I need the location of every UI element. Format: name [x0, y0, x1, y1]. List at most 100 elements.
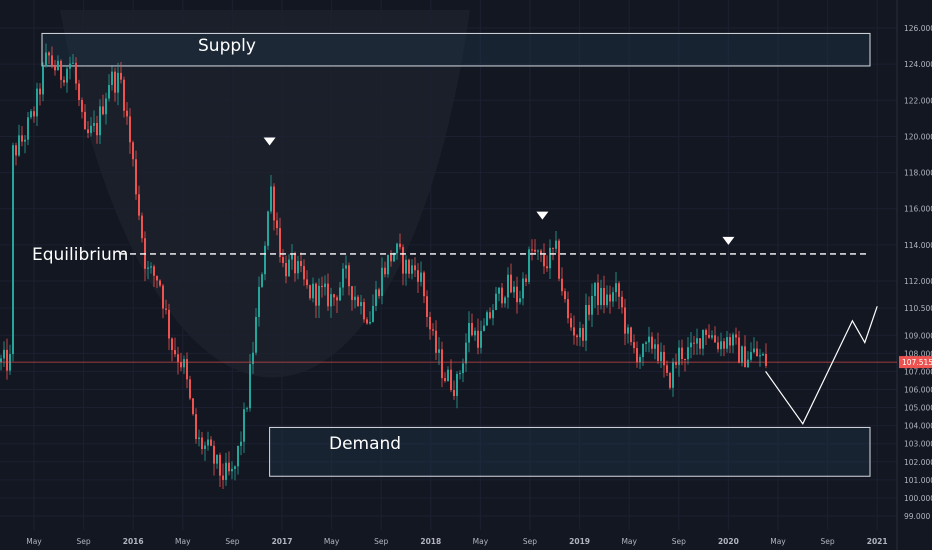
- time-tick-label: Sep: [821, 537, 835, 546]
- candle-body: [672, 361, 674, 388]
- candle-body: [486, 312, 488, 326]
- candle-body: [708, 334, 710, 338]
- candle-body: [21, 135, 23, 142]
- candle-body: [411, 265, 413, 274]
- candle-body: [264, 245, 266, 275]
- current-price-label: 107.515: [902, 358, 932, 367]
- candle-body: [291, 254, 293, 260]
- candle-body: [717, 342, 719, 350]
- candle-body: [384, 267, 386, 275]
- candle-body: [477, 330, 479, 348]
- price-tick-label: 99.000: [904, 512, 930, 521]
- candle-body: [39, 88, 41, 95]
- candle-body: [240, 441, 242, 446]
- projection-path: [765, 306, 878, 425]
- candle-body: [696, 338, 698, 344]
- candle-body: [195, 414, 197, 440]
- candle-body: [138, 194, 140, 216]
- candle-body: [504, 297, 506, 304]
- candle-body: [45, 52, 47, 67]
- candle-body: [501, 287, 503, 304]
- price-tick-label: 104.000: [904, 422, 932, 431]
- candle-body: [576, 335, 578, 338]
- candle-body: [594, 282, 596, 297]
- candle-body: [381, 267, 383, 296]
- candle-body: [699, 338, 701, 349]
- candle-body: [84, 111, 86, 130]
- candle-body: [204, 445, 206, 450]
- time-tick-label: Sep: [77, 537, 91, 546]
- candle-body: [684, 359, 686, 361]
- price-tick-label: 100.000: [904, 494, 932, 503]
- price-tick-label: 122.000: [904, 96, 932, 105]
- candle-body: [729, 337, 731, 346]
- candle-body: [339, 287, 341, 301]
- candle-body: [27, 117, 29, 140]
- candle-body: [405, 259, 407, 274]
- candles: [0, 43, 767, 489]
- current-price-badge: [899, 356, 932, 369]
- time-tick-label: 2016: [123, 537, 144, 546]
- candle-body: [480, 330, 482, 348]
- candle-body: [711, 335, 713, 338]
- candle-body: [618, 283, 620, 297]
- price-tick-label: 110.500: [904, 304, 932, 313]
- time-tick-label: 2020: [718, 537, 739, 546]
- candle-body: [237, 445, 239, 467]
- candle-body: [690, 342, 692, 348]
- candle-body: [36, 88, 38, 117]
- candle-body: [372, 305, 374, 322]
- candle-body: [720, 341, 722, 350]
- candle-body: [429, 316, 431, 330]
- candle-body: [510, 274, 512, 293]
- time-tick-label: Sep: [374, 537, 388, 546]
- candle-body: [129, 116, 131, 143]
- candle-body: [69, 63, 71, 69]
- candle-body: [150, 266, 152, 268]
- price-tick-label: 112.000: [904, 277, 932, 286]
- candle-body: [525, 278, 527, 282]
- candle-body: [231, 468, 233, 472]
- candle-body: [51, 55, 53, 66]
- price-axis[interactable]: 126.000 124.000 122.000 120.000 118.000 116.0…: [899, 24, 932, 521]
- candle-body: [537, 250, 539, 252]
- candle-body: [438, 349, 440, 353]
- price-tick-label: 107.000: [904, 367, 932, 376]
- candle-body: [390, 254, 392, 262]
- candle-body: [72, 62, 74, 64]
- candle-body: [732, 334, 734, 346]
- equilibrium-label: Equilibrium: [32, 245, 128, 265]
- candle-body: [723, 341, 725, 349]
- candle-body: [681, 347, 683, 360]
- candle-body: [93, 123, 95, 126]
- candle-body: [558, 240, 560, 279]
- candle-body: [303, 266, 305, 280]
- candle-body: [90, 125, 92, 134]
- candle-body: [597, 282, 599, 306]
- candle-body: [210, 439, 212, 446]
- price-tick-label: 118.000: [904, 169, 932, 178]
- candle-body: [135, 159, 137, 195]
- candle-body: [531, 249, 533, 251]
- candle-body: [294, 254, 296, 274]
- time-axis[interactable]: May Sep 2016 May Sep 2017 May Sep 2018 May Sep 2019…: [26, 537, 887, 546]
- candle-body: [321, 285, 323, 288]
- price-tick-label: 120.000: [904, 132, 932, 141]
- candle-body: [522, 278, 524, 299]
- candle-body: [606, 294, 608, 306]
- candle-body: [459, 373, 461, 375]
- candle-body: [300, 261, 302, 267]
- candle-body: [552, 247, 554, 249]
- candle-body: [117, 72, 119, 93]
- price-tick-label: 126.000: [904, 24, 932, 33]
- candle-body: [3, 349, 5, 359]
- candle-body: [288, 259, 290, 277]
- time-tick-label: May: [621, 537, 637, 546]
- supply-zone: [41, 32, 871, 67]
- candle-body: [627, 327, 629, 334]
- zones: [41, 32, 871, 477]
- candle-body: [147, 267, 149, 269]
- candle-body: [153, 266, 155, 276]
- candle-body: [198, 437, 200, 440]
